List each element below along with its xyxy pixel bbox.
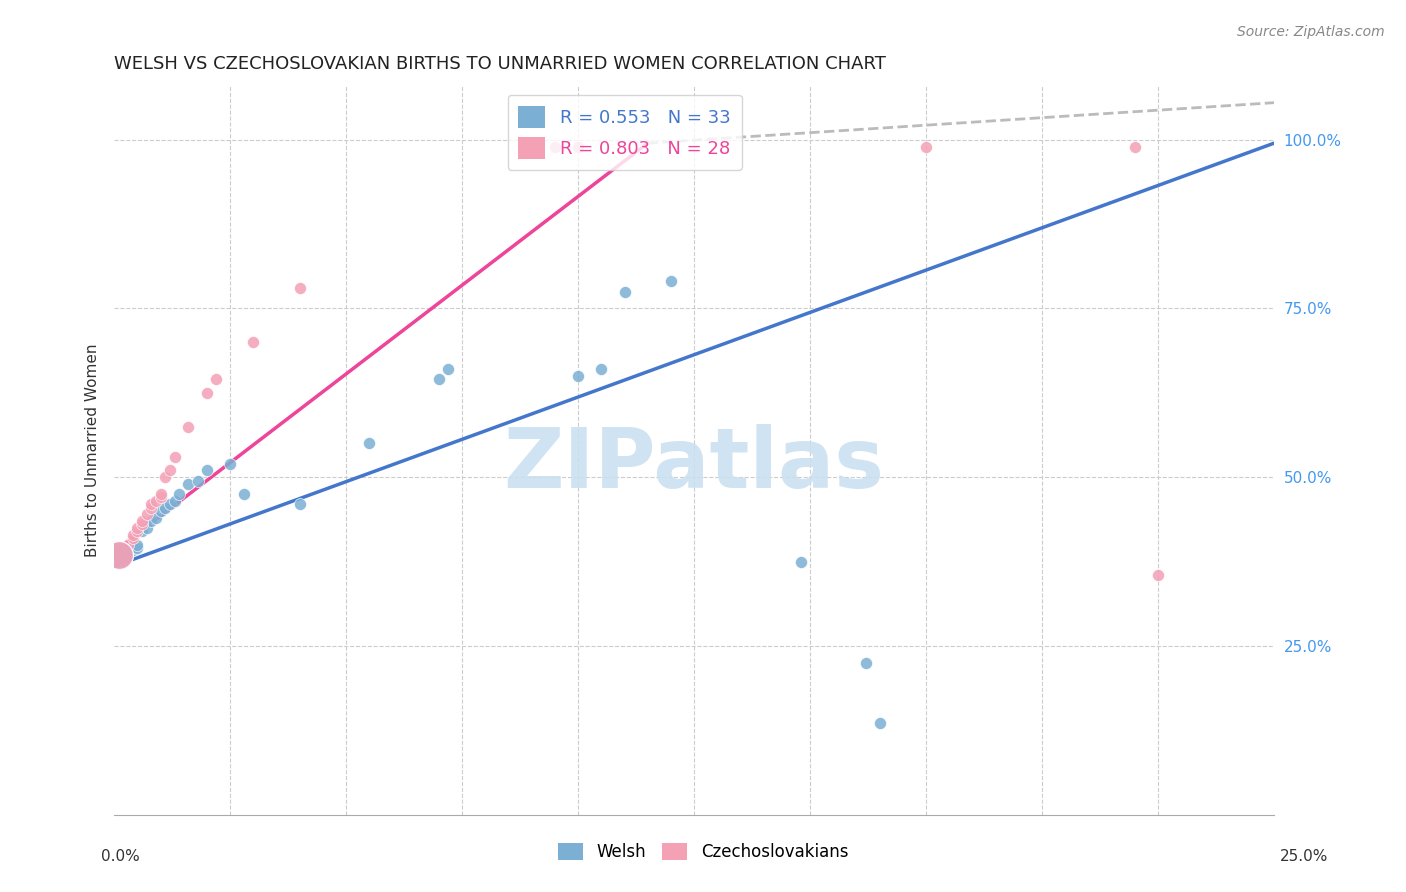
Point	[108, 548, 131, 562]
Point	[135, 508, 157, 522]
Point	[567, 139, 589, 153]
Point	[121, 527, 143, 541]
Point	[195, 463, 218, 477]
Point	[131, 524, 153, 538]
Y-axis label: Births to Unmarried Women: Births to Unmarried Women	[86, 343, 100, 557]
Point	[177, 419, 200, 434]
Point	[163, 450, 186, 464]
Point	[141, 500, 163, 515]
Point	[117, 544, 139, 558]
Text: 25.0%: 25.0%	[1281, 849, 1329, 864]
Point	[145, 510, 167, 524]
Point	[233, 487, 256, 501]
Point	[131, 517, 153, 532]
Point	[108, 548, 131, 562]
Point	[141, 514, 163, 528]
Legend: R = 0.553   N = 33, R = 0.803   N = 28: R = 0.553 N = 33, R = 0.803 N = 28	[508, 95, 741, 169]
Point	[790, 555, 813, 569]
Point	[163, 493, 186, 508]
Point	[117, 538, 139, 552]
Text: Source: ZipAtlas.com: Source: ZipAtlas.com	[1237, 25, 1385, 39]
Point	[131, 514, 153, 528]
Point	[288, 281, 311, 295]
Point	[141, 497, 163, 511]
Point	[127, 524, 149, 538]
Legend: Welsh, Czechoslovakians: Welsh, Czechoslovakians	[551, 836, 855, 868]
Point	[149, 487, 172, 501]
Point	[1147, 568, 1170, 582]
Point	[127, 521, 149, 535]
Point	[135, 521, 157, 535]
Point	[427, 372, 450, 386]
Point	[177, 477, 200, 491]
Text: ZIPatlas: ZIPatlas	[503, 425, 884, 505]
Point	[127, 541, 149, 555]
Point	[155, 500, 177, 515]
Point	[149, 491, 172, 505]
Point	[544, 139, 567, 153]
Point	[108, 548, 131, 562]
Point	[855, 656, 877, 670]
Point	[121, 541, 143, 555]
Point	[659, 275, 682, 289]
Point	[1123, 139, 1146, 153]
Point	[159, 463, 181, 477]
Point	[108, 548, 131, 562]
Point	[112, 548, 135, 562]
Point	[915, 139, 938, 153]
Point	[117, 546, 139, 560]
Point	[112, 541, 135, 555]
Point	[195, 385, 218, 400]
Point	[242, 335, 264, 350]
Point	[187, 474, 209, 488]
Point	[219, 457, 242, 471]
Point	[591, 362, 613, 376]
Point	[437, 362, 460, 376]
Text: 0.0%: 0.0%	[101, 849, 141, 864]
Point	[167, 487, 190, 501]
Point	[155, 470, 177, 484]
Point	[567, 368, 589, 383]
Point	[145, 493, 167, 508]
Point	[121, 543, 143, 558]
Point	[159, 497, 181, 511]
Point	[149, 504, 172, 518]
Point	[613, 285, 636, 299]
Point	[121, 531, 143, 545]
Point	[288, 497, 311, 511]
Text: WELSH VS CZECHOSLOVAKIAN BIRTHS TO UNMARRIED WOMEN CORRELATION CHART: WELSH VS CZECHOSLOVAKIAN BIRTHS TO UNMAR…	[114, 55, 886, 73]
Point	[127, 538, 149, 552]
Point	[205, 372, 228, 386]
Point	[359, 436, 381, 450]
Point	[869, 716, 891, 731]
